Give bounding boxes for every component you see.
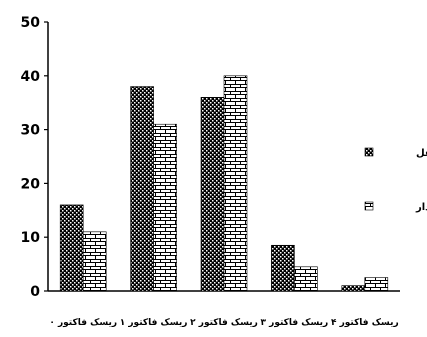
bar-series-1-cat-2 [130,86,154,292]
bar-series-1-cat-4 [271,244,295,292]
bar-series-1-cat-3 [200,97,225,292]
legend-swatch-1 [364,147,374,157]
bar-series-2-cat-2 [153,123,177,292]
category-label: ریسک فاکتور ۴ [331,318,399,328]
bar-series-1-cat-1 [59,204,84,292]
legend-label-2: زنان خانه دار [415,202,427,213]
bar-series-2-cat-1 [82,231,107,292]
y-tick-label: 20 [21,176,41,192]
category-label: ریسک فاکتور ۰ [49,318,117,328]
legend-swatch-2 [364,201,374,211]
y-tick-label: 40 [21,69,41,85]
y-tick-label: 50 [21,15,41,31]
bar-series-2-cat-4 [294,266,318,292]
y-tick-label: 30 [21,123,41,139]
category-label: ریسک فاکتور ۳ [261,318,329,328]
legend-label-1: زنان شاغل [416,148,427,159]
bar-series-2-cat-3 [223,75,248,292]
category-label: ریسک فاکتور ۲ [190,318,258,328]
y-tick-label: 0 [30,284,40,300]
category-label: ریسک فاکتور ۱ [120,318,188,328]
y-tick-label: 10 [21,230,41,246]
bar-series-2-cat-5 [364,277,389,292]
bar-series-1-cat-5 [341,285,366,292]
